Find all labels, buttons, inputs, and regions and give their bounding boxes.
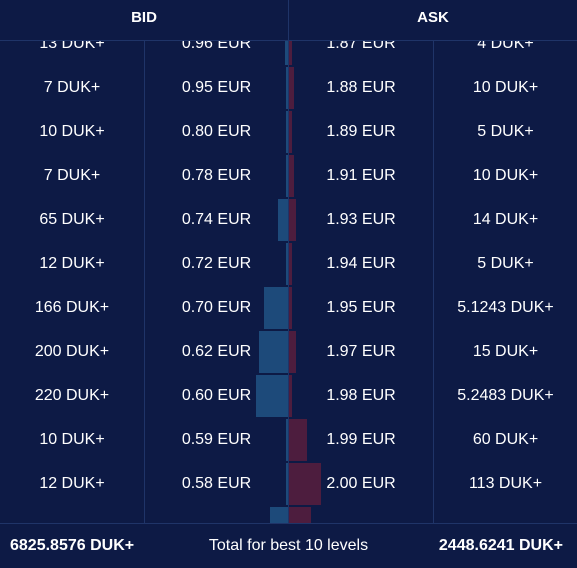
- bid-depth-bar: [264, 287, 288, 329]
- orderbook-footer: 6825.8576 DUK+ Total for best 10 levels …: [0, 523, 577, 560]
- bid-quantity: 10 DUK+: [39, 431, 105, 448]
- bid-depth-bar: [285, 41, 288, 65]
- orderbook-row[interactable]: 10 DUK+ 0.80 EUR 1.89 EUR 5 DUK+: [0, 110, 577, 154]
- bid-quantity: [0, 506, 144, 523]
- bid-depth-bar: [286, 243, 288, 285]
- bid-depth-bar: [270, 507, 288, 523]
- orderbook-row[interactable]: 220 DUK+ 0.60 EUR 1.98 EUR 5.2483 DUK+: [0, 374, 577, 418]
- orderbook-list[interactable]: 13 DUK+ 0.96 EUR 1.87 EUR 4 DUK+ 7 DUK+ 0.95 …: [0, 41, 577, 523]
- ask-header: ASK: [417, 9, 449, 26]
- bid-depth-bar: [286, 419, 288, 461]
- bid-price: [145, 506, 288, 523]
- ask-quantity: 5.2483 DUK+: [457, 387, 554, 404]
- bid-depth-bar: [259, 331, 288, 373]
- bid-price: 0.74 EUR: [181, 211, 252, 228]
- ask-price: 1.89 EUR: [326, 123, 396, 140]
- orderbook-row[interactable]: 65 DUK+ 0.74 EUR 1.93 EUR 14 DUK+: [0, 198, 577, 242]
- ask-price: 1.95 EUR: [326, 299, 396, 316]
- ask-depth-bar: [289, 41, 292, 65]
- ask-price: 2.00 EUR: [326, 475, 396, 492]
- bid-price: 0.78 EUR: [181, 167, 252, 184]
- ask-depth-bar: [289, 331, 296, 373]
- column-divider: [433, 41, 434, 523]
- ask-price: [289, 506, 433, 523]
- ask-quantity: 4 DUK+: [477, 41, 534, 52]
- ask-quantity: 15 DUK+: [472, 343, 539, 360]
- ask-quantity: 5 DUK+: [477, 255, 534, 272]
- bid-quantity: 65 DUK+: [39, 211, 105, 228]
- orderbook-row[interactable]: 13 DUK+ 0.96 EUR 1.87 EUR 4 DUK+: [0, 41, 577, 66]
- bid-price: 0.59 EUR: [181, 431, 252, 448]
- header-divider: [288, 0, 289, 40]
- orderbook-row[interactable]: 200 DUK+ 0.62 EUR 1.97 EUR 15 DUK+: [0, 330, 577, 374]
- bid-depth-bar: [286, 155, 288, 197]
- bid-price: 0.58 EUR: [181, 475, 252, 492]
- ask-depth-bar: [289, 243, 292, 285]
- bid-quantity: 166 DUK+: [34, 299, 110, 316]
- ask-price: 1.94 EUR: [326, 255, 396, 272]
- orderbook-row[interactable]: 12 DUK+ 0.58 EUR 2.00 EUR 113 DUK+: [0, 462, 577, 506]
- ask-depth-bar: [289, 463, 321, 505]
- ask-depth-bar: [289, 111, 292, 153]
- ask-price: 1.91 EUR: [326, 167, 396, 184]
- bid-price: 0.62 EUR: [181, 343, 252, 360]
- orderbook-row[interactable]: 7 DUK+ 0.95 EUR 1.88 EUR 10 DUK+: [0, 66, 577, 110]
- bid-price: 0.60 EUR: [181, 387, 252, 404]
- bid-quantity: 12 DUK+: [39, 475, 105, 492]
- column-divider: [144, 41, 145, 523]
- bid-depth-bar: [278, 199, 288, 241]
- ask-quantity: 60 DUK+: [472, 431, 539, 448]
- ask-price: 1.93 EUR: [326, 211, 396, 228]
- ask-depth-bar: [289, 155, 294, 197]
- orderbook-row[interactable]: 166 DUK+ 0.70 EUR 1.95 EUR 5.1243 DUK+: [0, 286, 577, 330]
- bid-price: 0.96 EUR: [181, 41, 252, 52]
- ask-quantity: 5 DUK+: [477, 123, 534, 140]
- bid-quantity: 12 DUK+: [39, 255, 105, 272]
- bid-quantity: 7 DUK+: [43, 79, 101, 96]
- ask-depth-bar: [289, 67, 294, 109]
- ask-price: 1.99 EUR: [326, 431, 396, 448]
- totals-label: Total for best 10 levels: [208, 537, 369, 554]
- bid-price: 0.72 EUR: [181, 255, 252, 272]
- ask-price: 1.97 EUR: [326, 343, 396, 360]
- bid-total: 6825.8576 DUK+: [10, 537, 135, 554]
- ask-quantity: 5.1243 DUK+: [457, 299, 554, 316]
- bid-quantity: 200 DUK+: [34, 343, 110, 360]
- bid-price: 0.70 EUR: [181, 299, 252, 316]
- bid-depth-bar: [256, 375, 288, 417]
- bid-quantity: 10 DUK+: [39, 123, 105, 140]
- orderbook-row[interactable]: 10 DUK+ 0.59 EUR 1.99 EUR 60 DUK+: [0, 418, 577, 462]
- orderbook-row[interactable]: [0, 506, 577, 523]
- ask-depth-bar: [289, 507, 311, 523]
- bid-quantity: 220 DUK+: [34, 387, 110, 404]
- ask-total: 2448.6241 DUK+: [438, 537, 563, 554]
- bid-depth-bar: [286, 111, 288, 153]
- ask-depth-bar: [289, 375, 292, 417]
- ask-quantity: 113 DUK+: [468, 475, 543, 492]
- ask-quantity: [434, 506, 577, 523]
- ask-depth-bar: [289, 419, 307, 461]
- ask-quantity: 14 DUK+: [472, 211, 539, 228]
- bid-depth-bar: [286, 463, 288, 505]
- column-divider: [288, 41, 289, 523]
- orderbook-row[interactable]: 12 DUK+ 0.72 EUR 1.94 EUR 5 DUK+: [0, 242, 577, 286]
- bid-price: 0.95 EUR: [181, 79, 252, 96]
- ask-depth-bar: [289, 287, 292, 329]
- orderbook-row[interactable]: 7 DUK+ 0.78 EUR 1.91 EUR 10 DUK+: [0, 154, 577, 198]
- ask-quantity: 10 DUK+: [472, 167, 539, 184]
- orderbook-header: BID ASK: [0, 0, 577, 41]
- bid-quantity: 13 DUK+: [39, 41, 105, 52]
- ask-depth-bar: [289, 199, 296, 241]
- ask-quantity: 10 DUK+: [472, 79, 539, 96]
- bid-quantity: 7 DUK+: [43, 167, 101, 184]
- ask-price: 1.98 EUR: [326, 387, 396, 404]
- ask-price: 1.87 EUR: [326, 41, 396, 52]
- orderbook-rows: 13 DUK+ 0.96 EUR 1.87 EUR 4 DUK+ 7 DUK+ 0.95 …: [0, 41, 577, 523]
- bid-header: BID: [131, 9, 157, 26]
- bid-depth-bar: [286, 67, 288, 109]
- ask-price: 1.88 EUR: [326, 79, 396, 96]
- bid-price: 0.80 EUR: [181, 123, 252, 140]
